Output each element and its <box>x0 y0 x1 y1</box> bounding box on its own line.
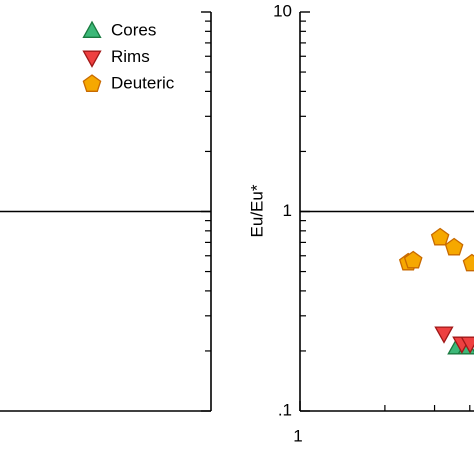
data-point <box>444 237 464 256</box>
data-point <box>434 326 454 344</box>
data-point <box>430 227 450 246</box>
data-point <box>460 336 474 354</box>
y-axis-label: Eu/Eu* <box>247 184 266 237</box>
data-point <box>403 250 423 269</box>
legend-label: Deuteric <box>111 73 175 92</box>
x-tick-label: 1 <box>293 426 302 445</box>
y-tick-label: 1 <box>283 201 292 220</box>
y-tick-label: 10 <box>273 1 292 20</box>
legend-marker <box>82 50 102 68</box>
data-point <box>462 253 474 272</box>
y-tick-label: .1 <box>278 400 292 419</box>
legend-label: Cores <box>111 20 156 39</box>
legend-marker <box>82 74 102 92</box>
legend-marker <box>82 20 102 38</box>
legend-label: Rims <box>111 47 150 66</box>
